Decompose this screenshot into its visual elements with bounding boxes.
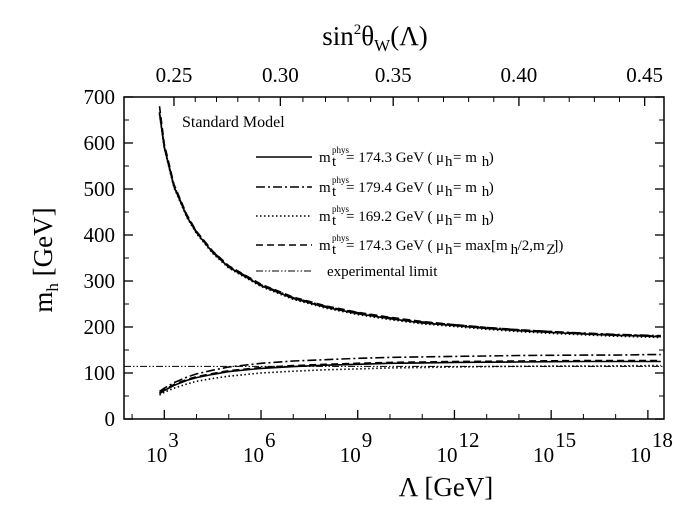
legend-t-subscript: t [332,154,337,170]
y-axis-ticks: 0 100 200 300 400 500 600 700 [84,85,664,431]
plot-frame [123,96,665,420]
x-tick-exponent: 9 [362,428,373,452]
x-tick-label: 10 [436,443,457,467]
y-tick-label: 600 [84,131,116,155]
legend-close: ) [489,150,494,166]
legend-condition: = m [453,180,477,196]
legend-title: Standard Model [182,114,285,131]
x-tick-exponent: 18 [652,428,673,452]
x-tick-exponent: 12 [458,428,479,452]
legend-label-1: = 179.4 GeV ( [346,180,433,196]
legend-max-text: /2,m [518,238,545,254]
y-axis-title: mh [GeV] [28,207,62,312]
legend-phys-superscript: phys [332,233,350,243]
legend-h-sub: h [482,213,490,229]
top-title-sin: sin [322,21,354,51]
legend-m-symbol: m [319,180,331,196]
x-tick-exponent: 3 [168,428,179,452]
series-2-upper-curve [158,113,661,339]
x-tick-exponent: 15 [555,428,576,452]
legend-t-subscript: t [332,184,337,200]
y-tick-label: 700 [84,85,116,109]
legend-mu-sub: h [445,213,453,229]
legend-mu: μ [436,238,444,254]
series-3-lower-curve [159,359,661,394]
legend-label-experimental: experimental limit [327,264,438,280]
top-title-arg: (Λ) [390,21,428,51]
legend-h-sub: h [482,184,490,200]
legend-condition: = m [453,209,477,225]
top-tick-label: 0.40 [501,63,538,87]
legend-z-sub: Z [546,242,555,258]
legend-mu: μ [436,150,444,166]
x-tick-label: 10 [630,443,651,467]
top-tick-label: 0.25 [156,63,193,87]
curves [124,106,664,396]
legend-phys-superscript: phys [332,204,350,214]
y-tick-label: 100 [84,361,116,385]
x-tick-label: 10 [243,443,264,467]
y-tick-label: 200 [84,315,116,339]
y-tick-label: 300 [84,269,116,293]
legend-phys-superscript: phys [332,175,350,185]
legend-close: ) [489,209,494,225]
y-tick-label: 400 [84,223,116,247]
top-axis-title: sin2θW(Λ) [322,21,428,55]
series-1-lower-curve [159,353,661,393]
x-tick-label: 10 [146,443,167,467]
x-axis-title: Λ [GeV] [399,472,494,502]
legend-mu-sub: h [445,242,453,258]
legend-h-sub: h [482,154,490,170]
y-tick-label: 0 [105,407,116,431]
top-axis-ticks: 0.25 0.30 0.35 0.40 0.45 [156,63,663,106]
top-tick-label: 0.45 [626,63,663,87]
legend-mu-sub: h [445,184,453,200]
y-title-sub: h [43,283,62,292]
legend-label-3: = 174.3 GeV ( [346,238,433,254]
top-title-theta: θ [361,21,374,51]
legend-t-subscript: t [332,242,337,258]
series-0-lower-curve [159,360,661,395]
legend-mu: μ [436,209,444,225]
legend-phys-superscript: phys [332,145,350,155]
legend-mu: μ [436,180,444,196]
top-title-sub: W [374,36,391,55]
legend-t-subscript: t [332,213,337,229]
top-title-sup: 2 [354,22,362,38]
top-tick-label: 0.35 [375,63,412,87]
legend-label-2: = 169.2 GeV ( [346,209,433,225]
legend-m-symbol: m [319,209,331,225]
x-tick-exponent: 6 [265,428,276,452]
legend-m-symbol: m [319,238,331,254]
legend-m-symbol: m [319,150,331,166]
legend-close: ) [489,180,494,196]
top-tick-label: 0.30 [262,63,299,87]
y-tick-label: 500 [84,177,116,201]
legend-h-sub: h [511,242,519,258]
legend-mu-sub: h [445,154,453,170]
y-title-unit: [GeV] [28,207,58,283]
x-tick-label: 10 [340,443,361,467]
legend-condition: = max[m [453,238,508,254]
series-3-upper-curve [158,106,661,337]
legend-close: ]) [553,238,563,254]
x-tick-label: 10 [533,443,554,467]
legend-label-0: = 174.3 GeV ( [346,150,433,166]
y-title-m: m [28,292,58,313]
legend-condition: = m [453,150,477,166]
